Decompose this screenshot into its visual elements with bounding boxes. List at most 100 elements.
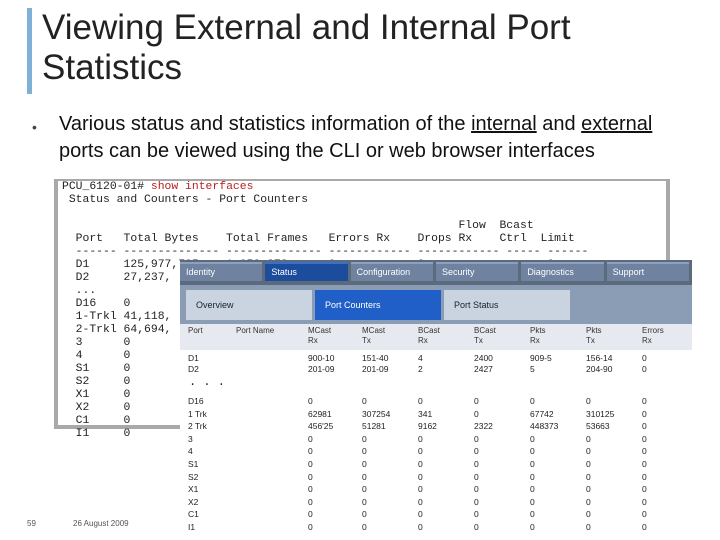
nav-tab-support[interactable]: Support xyxy=(606,262,689,281)
table-cell: 51281 xyxy=(362,421,386,432)
table-cell: 0 xyxy=(642,459,647,469)
table-row[interactable]: X2 0 0 0 0 0 0 0 xyxy=(180,496,692,508)
column-header[interactable]: BCast Rx xyxy=(418,326,440,346)
table-cell: 0 xyxy=(308,509,313,520)
counters-table-header: Port Port Name MCast Rx MCast Tx BCast Rx BCast T… xyxy=(180,324,692,350)
column-header-label: MCast xyxy=(308,326,332,335)
column-header[interactable]: MCast Rx xyxy=(308,326,331,346)
table-cell: 67742 xyxy=(530,408,554,419)
column-header[interactable]: BCast Tx xyxy=(474,326,496,346)
table-cell: 0 xyxy=(530,446,535,457)
table-cell: 0 xyxy=(642,408,647,419)
table-cell: 2 Trk xyxy=(188,421,207,432)
table-row[interactable]: 3 0 0 0 0 0 0 0 xyxy=(180,433,692,445)
tab-overview[interactable]: Overview xyxy=(186,290,312,320)
table-cell: 0 xyxy=(474,484,479,495)
table-cell: 4 xyxy=(188,446,193,457)
column-header[interactable]: Pkts Tx xyxy=(586,326,602,346)
table-row[interactable]: S2 0 0 0 0 0 0 0 xyxy=(180,471,692,483)
table-cell: 0 xyxy=(474,496,479,507)
table-cell: 0 xyxy=(362,446,367,457)
table-cell: 0 xyxy=(474,408,479,419)
table-row[interactable]: 2 Trk 456'25 51281 9162 2322 448373 53663 0 xyxy=(180,420,692,432)
tab-port-status[interactable]: Port Status xyxy=(444,290,570,320)
table-row[interactable]: S1 0 0 0 0 0 0 0 xyxy=(180,458,692,470)
column-header-label: BCast xyxy=(418,326,440,335)
cli-output-line: ------ -------------- -------------- ---… xyxy=(62,246,589,258)
table-cell: 0 xyxy=(362,433,367,444)
cli-output-line: ... xyxy=(62,285,97,297)
table-cell: 0 xyxy=(586,396,591,406)
table-cell: 0 xyxy=(586,496,591,507)
cli-output-line: D2 27,237, xyxy=(62,272,172,284)
cli-output-line: 4 0 xyxy=(62,350,131,362)
table-cell: 156-14 xyxy=(586,353,613,363)
table-cell: 0 xyxy=(474,509,479,520)
table-row[interactable]: 4 0 0 0 0 0 0 0 xyxy=(180,445,692,457)
table-cell: 0 xyxy=(418,396,423,406)
cli-output-line: C1 0 xyxy=(62,415,131,427)
table-cell: 0 xyxy=(642,364,647,374)
cli-prompt: PCU_6120-01# xyxy=(62,181,151,193)
column-header[interactable]: Errors Rx xyxy=(642,326,664,346)
column-header[interactable]: Pkts Rx xyxy=(530,326,546,346)
table-cell: 0 xyxy=(530,459,535,469)
cli-output-line: 1-Trkl 41,118, xyxy=(62,311,172,323)
nav-tab-diagnostics[interactable]: Diagnostics xyxy=(521,262,604,281)
table-row[interactable]: D16 0 0 0 0 0 0 0 xyxy=(180,395,692,407)
cli-output-line: X1 0 xyxy=(62,389,131,401)
table-cell: 0 xyxy=(308,496,313,507)
table-row[interactable]: C1 0 0 0 0 0 0 0 xyxy=(180,508,692,520)
table-cell: 0 xyxy=(642,496,647,507)
table-cell: 456'25 xyxy=(308,421,334,432)
cli-output-line: I1 0 xyxy=(62,428,131,440)
nav-tab-configuration[interactable]: Configuration xyxy=(350,262,433,281)
bullet-text-post: ports can be viewed using the CLI or web… xyxy=(59,140,595,162)
column-header[interactable]: Port Name xyxy=(236,326,274,336)
table-cell: 0 xyxy=(418,484,423,495)
table-cell: 0 xyxy=(308,396,313,406)
table-cell: 0 xyxy=(642,471,647,482)
table-cell: 0 xyxy=(308,459,313,469)
table-cell: 0 xyxy=(362,522,367,532)
table-ellipsis: . . . xyxy=(189,375,269,389)
tab-port-counters[interactable]: Port Counters xyxy=(315,290,441,320)
table-cell: 53663 xyxy=(586,421,610,432)
table-cell: 2 xyxy=(418,364,423,374)
nav-tab-identity[interactable]: Identity xyxy=(180,262,263,281)
table-cell: 0 xyxy=(642,353,647,363)
table-row[interactable]: D1 900-10 151-40 4 2400 909-5 156-14 0 xyxy=(180,352,692,364)
table-cell: 0 xyxy=(586,446,591,457)
nav-tab-status[interactable]: Status xyxy=(265,262,348,281)
table-cell: 900-10 xyxy=(308,353,335,363)
table-cell: 0 xyxy=(642,522,647,532)
table-cell: X2 xyxy=(188,496,199,507)
table-cell: 2400 xyxy=(474,353,493,363)
table-cell: I1 xyxy=(188,522,196,532)
table-cell: 0 xyxy=(474,471,479,482)
column-header-label: BCast xyxy=(474,326,496,335)
table-cell: 204-90 xyxy=(586,364,613,374)
table-cell: 0 xyxy=(642,396,647,406)
column-header-sublabel: Tx xyxy=(362,336,371,345)
cli-output-line: Port Total Bytes Total Frames Errors Rx … xyxy=(62,233,575,245)
table-row[interactable]: D2 201-09 201-09 2 2427 5 204-90 0 xyxy=(180,363,692,375)
table-cell: 62981 xyxy=(308,408,332,419)
counters-table-body: D1 900-10 151-40 4 2400 909-5 156-14 0 D2 201-09 2… xyxy=(180,350,692,540)
table-cell: 0 xyxy=(418,522,423,532)
table-cell: 0 xyxy=(418,509,423,520)
column-header[interactable]: MCast Tx xyxy=(362,326,385,346)
table-cell: 0 xyxy=(308,471,313,482)
table-cell: 201-09 xyxy=(308,364,335,374)
table-cell: 0 xyxy=(474,522,479,532)
table-row[interactable]: X1 0 0 0 0 0 0 0 xyxy=(180,483,692,495)
column-header[interactable]: Port xyxy=(188,326,203,336)
table-cell: 0 xyxy=(362,459,367,469)
table-cell: 0 xyxy=(642,509,647,520)
nav-tab-security[interactable]: Security xyxy=(435,262,519,281)
table-row[interactable]: I1 0 0 0 0 0 0 0 xyxy=(180,521,692,533)
table-row[interactable]: 1 Trk 62981 307254 341 0 67742 310125 0 xyxy=(180,408,692,420)
table-cell: 0 xyxy=(418,459,423,469)
bullet-text: Various status and statistics informatio… xyxy=(59,111,699,165)
table-cell: 0 xyxy=(362,509,367,520)
